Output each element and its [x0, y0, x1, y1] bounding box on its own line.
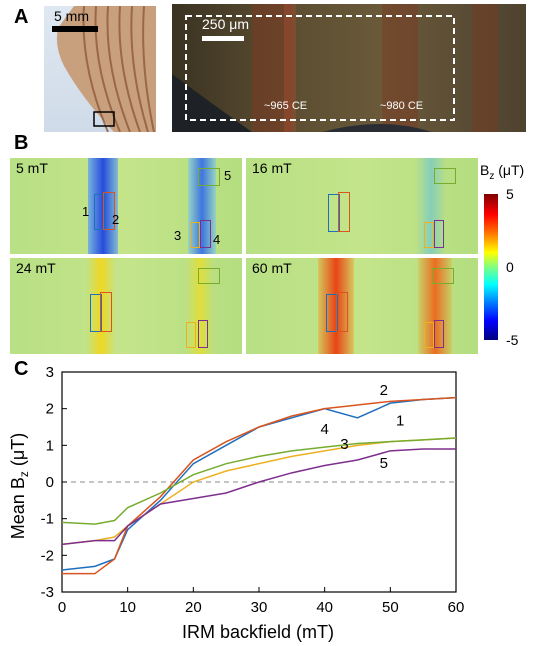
region-label-5: 5 [224, 168, 232, 183]
region-label-3: 3 [174, 228, 182, 243]
colorbar-tick-max: 5 [506, 186, 514, 202]
series-line-3 [61, 437, 457, 546]
series-label-2: 2 [380, 382, 388, 399]
date-label-980: ~980 CE [380, 100, 424, 112]
y-tick-label: 1 [46, 437, 54, 454]
region-label-2: 2 [112, 212, 120, 227]
sample-location-box [93, 111, 115, 127]
field-map-24mT: 24 mT [10, 258, 242, 354]
colorbar [484, 194, 498, 340]
x-tick-label: 10 [119, 599, 136, 616]
series-label-1: 1 [396, 413, 404, 430]
y-tick-label: 0 [46, 474, 54, 491]
colorbar-tick-zero: 0 [506, 259, 514, 275]
map-title-5mT: 5 mT [16, 160, 48, 176]
series-label-3: 3 [340, 436, 348, 453]
x-tick-label: 20 [185, 599, 202, 616]
tree-ring-section-drawing [52, 6, 156, 132]
scale-label-5mm: 5 mm [54, 8, 89, 24]
date-label-965: ~965 CE [264, 100, 308, 112]
y-tick-label: -1 [41, 511, 54, 528]
dashed-region-box [185, 15, 455, 121]
microscope-photo: 250 μm ~965 CE ~980 CE [172, 4, 526, 132]
scale-bar-5mm [52, 26, 98, 32]
series-line-5 [61, 448, 456, 546]
panel-a-label: A [14, 6, 29, 28]
region-label-1: 1 [82, 204, 90, 219]
x-tick-label: 60 [448, 599, 465, 616]
series-line-2 [62, 396, 457, 575]
field-map-16mT: 16 mT [246, 158, 478, 254]
series-label-4: 4 [320, 421, 328, 438]
colorbar-tick-min: -5 [506, 332, 519, 348]
series-line-4 [61, 437, 457, 525]
x-tick-label: 40 [316, 599, 333, 616]
scale-label-250um: 250 μm [202, 16, 249, 32]
panel-c-label: C [14, 358, 29, 380]
tree-ring-section-photo: 5 mm [44, 6, 156, 132]
scale-bar-250um [202, 36, 244, 41]
panel-b-label: B [14, 132, 29, 154]
colorbar-title: Bz (μT) [480, 162, 525, 182]
map-title-16mT: 16 mT [252, 160, 292, 176]
series-label-5: 5 [380, 455, 388, 472]
y-tick-label: 2 [46, 401, 54, 418]
y-tick-label: -2 [41, 547, 54, 564]
microscope-drawing [172, 4, 498, 132]
y-axis-label: Mean Bz (μT) [8, 433, 31, 539]
field-map-60mT: 60 mT [246, 258, 478, 354]
y-tick-label: -3 [41, 584, 54, 601]
y-tick-label: 3 [46, 364, 54, 381]
x-tick-label: 0 [58, 599, 66, 616]
region-label-4: 4 [213, 232, 221, 247]
x-axis-label: IRM backfield (mT) [182, 622, 334, 642]
field-map-5mT: 5 mT 1 2 3 4 5 [10, 158, 242, 254]
x-tick-label: 50 [382, 599, 399, 616]
map-title-60mT: 60 mT [252, 260, 292, 276]
map-title-24mT: 24 mT [16, 260, 56, 276]
x-tick-label: 30 [251, 599, 268, 616]
